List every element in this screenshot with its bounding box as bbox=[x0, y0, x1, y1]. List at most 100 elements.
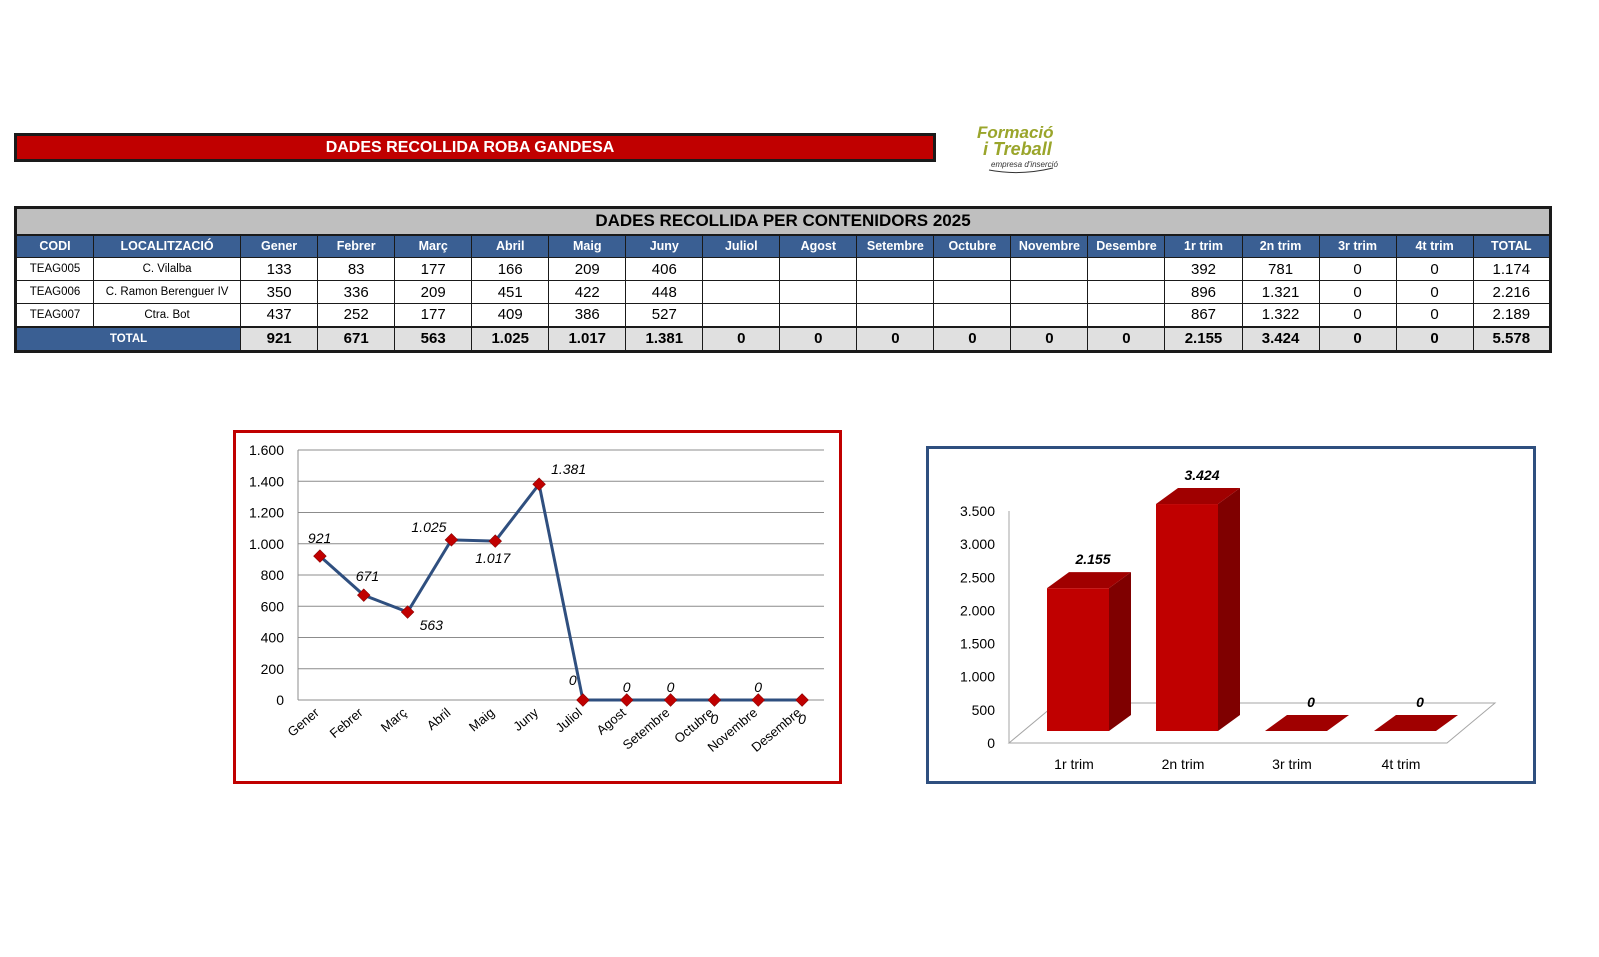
y-tick-label: 500 bbox=[972, 702, 996, 718]
table-cell bbox=[702, 303, 781, 327]
table-cell bbox=[933, 303, 1012, 327]
table-cell: 896 bbox=[1164, 280, 1243, 304]
data-point bbox=[663, 693, 678, 707]
column-header: 1r trim bbox=[1164, 234, 1243, 258]
total-cell: 0 bbox=[856, 325, 935, 352]
table-cell: 177 bbox=[394, 303, 473, 327]
monthly-line-chart: 0 200 400 600 800 1.000 1.200 1.400 1.600 Gener Fe… bbox=[233, 430, 842, 784]
table-cell: 166 bbox=[471, 257, 550, 281]
x-tick-label: 4t trim bbox=[1382, 756, 1421, 772]
y-tick-label: 800 bbox=[261, 567, 285, 583]
table-cell bbox=[1087, 257, 1166, 281]
table-cell bbox=[1087, 280, 1166, 304]
table-cell bbox=[933, 257, 1012, 281]
table-cell: 209 bbox=[548, 257, 627, 281]
column-header: Juliol bbox=[702, 234, 781, 258]
y-tick-label: 1.000 bbox=[249, 536, 284, 552]
total-cell: 563 bbox=[394, 325, 473, 352]
table-cell: 0 bbox=[1318, 303, 1397, 327]
table-cell bbox=[856, 257, 935, 281]
table-cell: 177 bbox=[394, 257, 473, 281]
data-point bbox=[795, 693, 809, 707]
total-label: TOTAL bbox=[14, 325, 242, 352]
table-cell bbox=[779, 257, 858, 281]
bar-top bbox=[1265, 715, 1349, 731]
column-header: Novembre bbox=[1010, 234, 1089, 258]
bar-top bbox=[1374, 715, 1458, 731]
table-cell bbox=[856, 303, 935, 327]
column-header: Agost bbox=[779, 234, 858, 258]
table-cell: TEAG005 bbox=[14, 257, 95, 281]
series-line bbox=[318, 480, 803, 702]
data-label: 0 bbox=[623, 679, 631, 695]
table-cell: 437 bbox=[240, 303, 319, 327]
bar-top bbox=[1156, 488, 1240, 505]
table-cell: 867 bbox=[1164, 303, 1243, 327]
y-tick-label: 0 bbox=[987, 735, 995, 751]
x-tick-label: Setembre bbox=[620, 705, 673, 753]
table-cell: 0 bbox=[1318, 257, 1397, 281]
column-header: Desembre bbox=[1087, 234, 1166, 258]
column-header: Febrer bbox=[317, 234, 396, 258]
y-tick-label: 2.000 bbox=[960, 602, 995, 618]
bar bbox=[1156, 504, 1218, 731]
table-cell: 0 bbox=[1318, 280, 1397, 304]
x-tick-label: Agost bbox=[594, 705, 629, 738]
x-tick-label: Febrer bbox=[327, 704, 366, 741]
total-cell: 0 bbox=[1395, 325, 1474, 352]
table-body: TEAG005 C. Vilalba 133 83 177 166 209 406 392 781… bbox=[14, 257, 1552, 352]
data-label: 0 bbox=[798, 711, 806, 727]
table-cell: 252 bbox=[317, 303, 396, 327]
table-cell bbox=[779, 303, 858, 327]
y-tick-label: 1.400 bbox=[249, 473, 284, 489]
table-cell: 350 bbox=[240, 280, 319, 304]
table-header-row: CODI LOCALITZACIÓ Gener Febrer Març Abril Maig… bbox=[14, 234, 1552, 258]
data-label: 1.017 bbox=[475, 550, 511, 566]
report-title: DADES RECOLLIDA ROBA GANDESA bbox=[325, 138, 615, 156]
data-point bbox=[532, 477, 546, 491]
table-cell: 527 bbox=[625, 303, 704, 327]
x-tick-label: Juny bbox=[510, 704, 541, 733]
table-cell bbox=[1087, 303, 1166, 327]
y-tick-label: 1.200 bbox=[249, 505, 284, 521]
data-label: 3.424 bbox=[1184, 467, 1219, 483]
column-header: TOTAL bbox=[1472, 234, 1552, 258]
table-cell: 83 bbox=[317, 257, 396, 281]
table-cell bbox=[1010, 280, 1089, 304]
table-cell bbox=[933, 280, 1012, 304]
table-cell: 1.174 bbox=[1472, 257, 1552, 281]
company-logo: Formació i Treball empresa d'inserció bbox=[975, 120, 1075, 178]
data-label: 2.155 bbox=[1074, 551, 1110, 567]
table-cell: 448 bbox=[625, 280, 704, 304]
data-point bbox=[357, 588, 371, 602]
bar-side bbox=[1109, 572, 1131, 731]
table-cell: Ctra. Bot bbox=[93, 303, 242, 327]
svg-text:i Treball: i Treball bbox=[983, 139, 1053, 159]
table-cell: TEAG007 bbox=[14, 303, 95, 327]
total-row: TOTAL 921 671 563 1.025 1.017 1.381 0 0 0 0 0 0 2.155… bbox=[14, 325, 1552, 352]
y-tick-label: 600 bbox=[261, 598, 285, 614]
table-cell: 392 bbox=[1164, 257, 1243, 281]
data-label: 563 bbox=[420, 617, 444, 633]
quarterly-bar-chart: 0 500 1.000 1.500 2.000 2.500 3.000 3.500 2.155 1… bbox=[926, 446, 1536, 784]
data-label: 0 bbox=[667, 679, 675, 695]
bar-top bbox=[1047, 572, 1131, 589]
table-caption: DADES RECOLLIDA PER CONTENIDORS 2025 bbox=[15, 207, 1551, 236]
data-point bbox=[707, 693, 722, 707]
total-cell: 1.381 bbox=[625, 325, 704, 352]
column-header: 4t trim bbox=[1395, 234, 1474, 258]
x-tick-label: Març bbox=[378, 704, 410, 734]
total-cell: 0 bbox=[933, 325, 1012, 352]
collection-data-table: DADES RECOLLIDA PER CONTENIDORS 2025 COD… bbox=[14, 206, 1552, 353]
table-cell: 0 bbox=[1395, 280, 1474, 304]
table-cell: 209 bbox=[394, 280, 473, 304]
data-point bbox=[488, 534, 502, 548]
table-row: TEAG007 Ctra. Bot 437 252 177 409 386 527 867 1.3… bbox=[14, 303, 1552, 327]
table-cell: 1.321 bbox=[1241, 280, 1320, 304]
table-cell: 386 bbox=[548, 303, 627, 327]
table-cell bbox=[702, 280, 781, 304]
data-point bbox=[313, 549, 327, 563]
table-cell: 0 bbox=[1395, 257, 1474, 281]
quarterly-bar-chart-svg: 0 500 1.000 1.500 2.000 2.500 3.000 3.500 2.155 1… bbox=[960, 467, 1497, 772]
table-cell: TEAG006 bbox=[14, 280, 95, 304]
